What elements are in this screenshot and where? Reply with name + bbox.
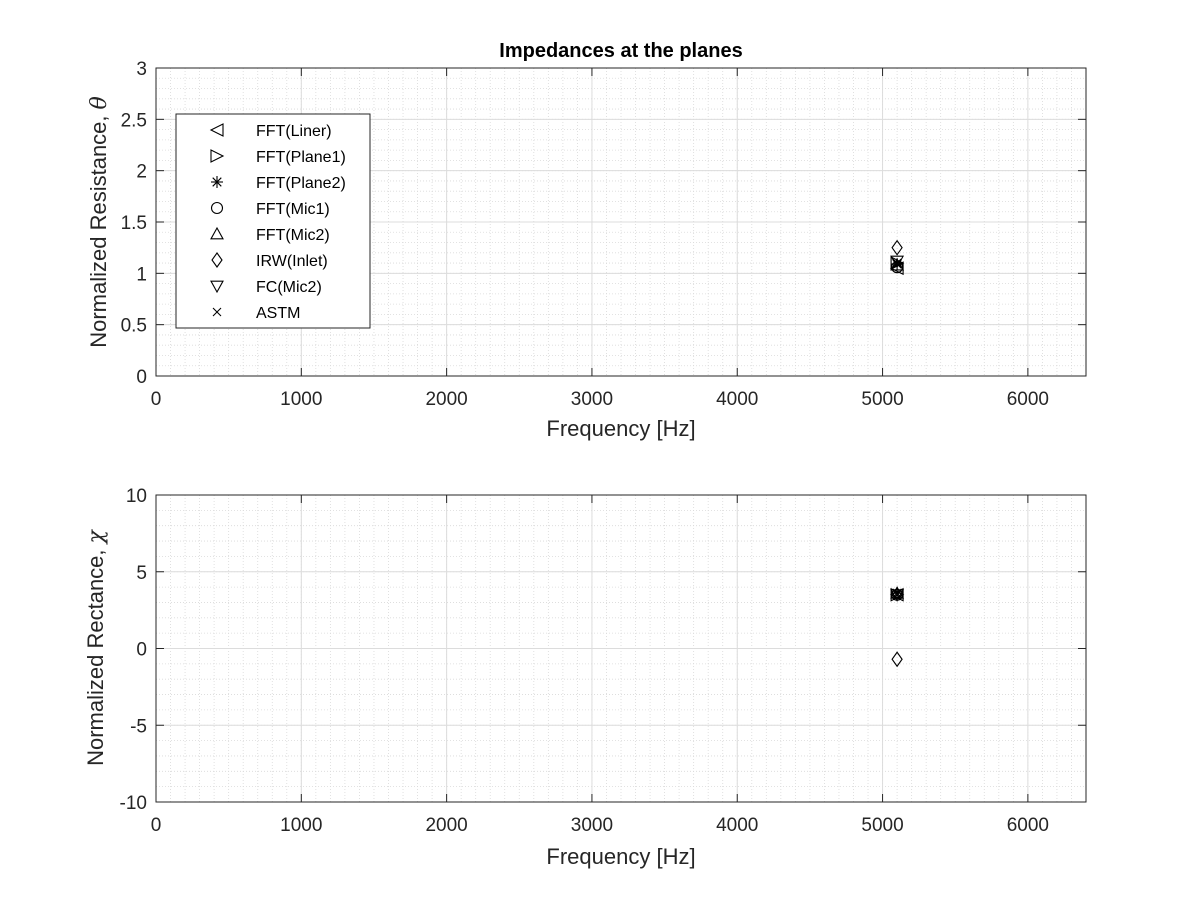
legend-label-fft-plane1: FFT(Plane1) (256, 149, 346, 166)
legend-box (175, 113, 371, 329)
resistance-y-axis-label: Normalized Resistance, θ (86, 96, 112, 348)
legend-marker-fft-mic1 (210, 201, 224, 215)
y-tick-label: 2.5 (121, 110, 147, 131)
legend-marker-fft-plane2 (211, 176, 223, 188)
x-tick-label: 2000 (425, 389, 467, 410)
resistance-markers (889, 239, 905, 276)
legend-entry-fft-plane1: FFT(Plane1) (210, 149, 346, 166)
y-tick-label: 10 (126, 486, 147, 507)
x-tick-label: 3000 (571, 815, 613, 836)
y-tick-label: 0 (136, 367, 147, 388)
y-tick-label: -10 (120, 793, 147, 814)
x-tick-label: 0 (151, 815, 162, 836)
data-point-irw-inlet (891, 651, 903, 668)
data-point-astm (892, 258, 902, 268)
legend-marker-irw-inlet (211, 252, 223, 268)
legend-entry-fc-mic2: FC(Mic2) (210, 279, 322, 296)
y-tick-label: 1 (136, 264, 147, 285)
y-tick-label: 0 (136, 640, 147, 661)
x-tick-label: 5000 (861, 389, 903, 410)
legend-entry-fft-liner: FFT(Liner) (209, 123, 332, 140)
reactance-ticks: 0 1000 2000 3000 4000 5000 6000 -10 -5 0 5 10 (120, 486, 1086, 836)
legend-marker-fft-plane1 (210, 149, 225, 163)
reactance-y-axis-label: Normalized Rectance, χ (83, 528, 109, 765)
y-tick-label: 5 (136, 563, 147, 584)
legend-label-irw-inlet: IRW(Inlet) (256, 253, 328, 270)
resistance-y-axis-symbol: θ (87, 96, 112, 109)
y-tick-label: 2 (136, 162, 147, 183)
legend-label-fft-plane2: FFT(Plane2) (256, 175, 346, 192)
data-point-fft-mic1 (891, 261, 904, 274)
legend: FFT(Liner) FFT(Plane1) FFT(Plane2) FFT(Mic1… (175, 113, 371, 329)
x-tick-label: 4000 (716, 815, 758, 836)
legend-label-fft-liner: FFT(Liner) (256, 123, 332, 140)
reactance-panel: 0 1000 2000 3000 4000 5000 6000 -10 -5 0 5 10 Frequ… (83, 486, 1087, 869)
x-tick-label: 1000 (280, 389, 322, 410)
data-point-fc-mic2 (890, 255, 905, 269)
resistance-panel: 0 1000 2000 3000 4000 5000 6000 0 0.5 1 1.5 2 2.5 3 I… (86, 40, 1087, 441)
reactance-markers (889, 586, 905, 668)
x-tick-label: 1000 (280, 815, 322, 836)
legend-marker-fc-mic2 (210, 280, 224, 294)
x-tick-label: 6000 (1007, 815, 1049, 836)
reactance-y-axis-symbol: χ (84, 528, 109, 545)
chart-title: Impedances at the planes (499, 40, 742, 62)
data-point-irw-inlet (891, 239, 903, 256)
legend-label-fft-mic1: FFT(Mic1) (256, 201, 330, 218)
x-tick-label: 6000 (1007, 389, 1049, 410)
legend-marker-fft-mic2 (210, 226, 224, 240)
legend-label-fft-mic2: FFT(Mic2) (256, 227, 330, 244)
legend-items: FFT(Liner) FFT(Plane1) FFT(Plane2) FFT(Mic1… (209, 123, 346, 322)
legend-entry-fft-mic2: FFT(Mic2) (210, 226, 330, 244)
resistance-y-axis-label-text: Normalized Resistance, (86, 115, 111, 347)
resistance-ticks: 0 1000 2000 3000 4000 5000 6000 0 0.5 1 1.5 2 2.5 3 (121, 59, 1086, 410)
data-point-fc-mic2 (890, 589, 905, 602)
y-tick-label: -5 (130, 716, 147, 737)
x-tick-label: 4000 (716, 389, 758, 410)
y-tick-label: 3 (136, 59, 147, 80)
x-tick-label: 5000 (861, 815, 903, 836)
reactance-x-axis-label: Frequency [Hz] (546, 844, 695, 869)
resistance-x-axis-label: Frequency [Hz] (546, 416, 695, 441)
data-point-fft-mic2 (890, 586, 905, 599)
legend-label-astm: ASTM (256, 305, 300, 322)
x-tick-label: 2000 (425, 815, 467, 836)
data-point-fft-mic2 (890, 257, 905, 271)
legend-entry-astm: ASTM (212, 305, 300, 322)
legend-entry-irw-inlet: IRW(Inlet) (211, 252, 328, 270)
reactance-y-axis-label-text: Normalized Rectance, (83, 549, 108, 765)
y-tick-label: 0.5 (121, 316, 147, 337)
legend-entry-fft-plane2: FFT(Plane2) (211, 175, 346, 192)
legend-label-fc-mic2: FC(Mic2) (256, 279, 322, 296)
legend-marker-fft-liner (209, 123, 224, 137)
x-tick-label: 0 (151, 389, 162, 410)
data-point-astm (892, 590, 902, 600)
legend-marker-astm (212, 307, 222, 317)
x-tick-label: 3000 (571, 389, 613, 410)
y-tick-label: 1.5 (121, 213, 147, 234)
legend-entry-fft-mic1: FFT(Mic1) (210, 201, 330, 218)
